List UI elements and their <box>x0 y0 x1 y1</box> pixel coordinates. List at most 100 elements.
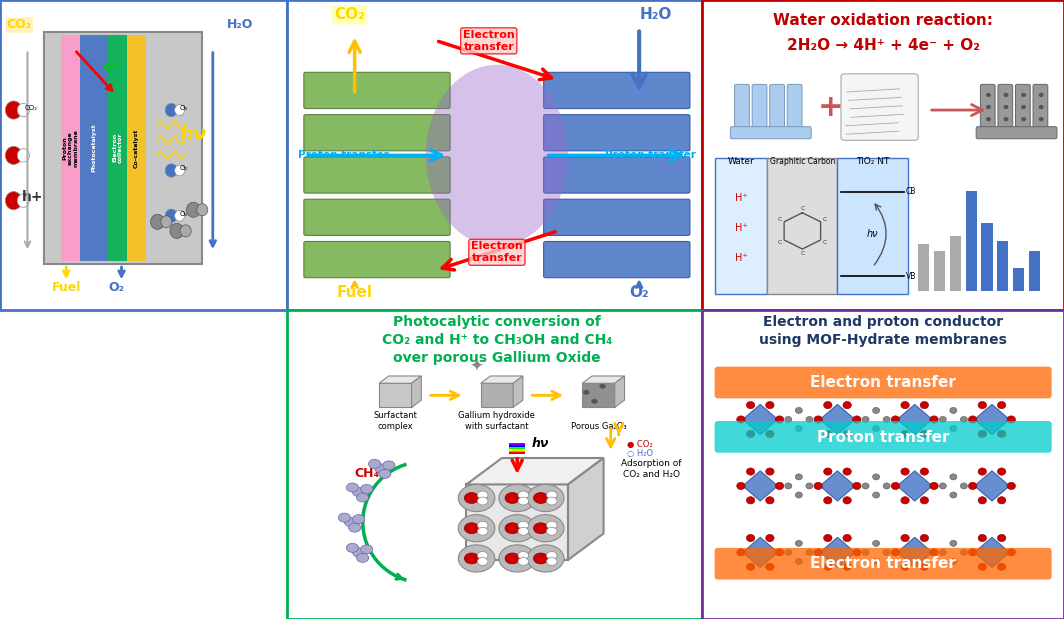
Circle shape <box>766 496 775 504</box>
Bar <box>934 251 945 292</box>
Text: hν: hν <box>867 229 879 239</box>
Circle shape <box>930 482 938 490</box>
Circle shape <box>872 474 880 480</box>
Circle shape <box>814 416 822 423</box>
Circle shape <box>883 417 891 423</box>
Circle shape <box>151 214 164 230</box>
Text: TiO₂ NT: TiO₂ NT <box>855 157 890 167</box>
Text: Graphitic Carbon: Graphitic Carbon <box>769 157 835 167</box>
Circle shape <box>950 492 957 498</box>
Circle shape <box>852 549 861 556</box>
Circle shape <box>892 416 900 423</box>
Circle shape <box>505 523 519 534</box>
Circle shape <box>736 482 745 490</box>
Circle shape <box>920 430 929 438</box>
Circle shape <box>795 407 802 413</box>
Text: C: C <box>822 240 828 245</box>
Bar <box>481 383 513 407</box>
Circle shape <box>547 527 558 535</box>
Circle shape <box>978 563 986 571</box>
Circle shape <box>499 514 535 542</box>
Text: Electron and proton conductor: Electron and proton conductor <box>763 315 1003 329</box>
Circle shape <box>746 402 754 409</box>
Bar <box>702 310 1064 619</box>
FancyBboxPatch shape <box>769 84 784 132</box>
Circle shape <box>843 468 851 475</box>
Circle shape <box>814 482 822 490</box>
FancyBboxPatch shape <box>841 74 918 141</box>
Text: VB: VB <box>905 272 916 280</box>
Circle shape <box>805 550 813 555</box>
FancyBboxPatch shape <box>752 84 767 132</box>
Bar <box>127 35 147 261</box>
Circle shape <box>785 483 792 489</box>
Circle shape <box>338 513 350 522</box>
Text: Water oxidation reaction:: Water oxidation reaction: <box>774 14 993 28</box>
Circle shape <box>349 523 361 532</box>
Circle shape <box>920 563 929 571</box>
Circle shape <box>968 549 977 556</box>
Circle shape <box>459 485 495 512</box>
Circle shape <box>165 164 178 177</box>
FancyBboxPatch shape <box>998 84 1013 132</box>
Circle shape <box>785 550 792 555</box>
Polygon shape <box>743 404 778 435</box>
Circle shape <box>901 534 910 542</box>
Circle shape <box>1003 117 1009 121</box>
Circle shape <box>930 549 938 556</box>
Bar <box>1029 251 1041 292</box>
FancyBboxPatch shape <box>304 241 450 278</box>
Circle shape <box>518 521 529 529</box>
FancyBboxPatch shape <box>544 241 689 278</box>
Text: Water: Water <box>728 157 754 167</box>
Circle shape <box>736 549 745 556</box>
Circle shape <box>892 482 900 490</box>
Circle shape <box>978 468 986 475</box>
Circle shape <box>824 402 832 409</box>
Bar <box>287 0 702 310</box>
Circle shape <box>872 540 880 547</box>
Circle shape <box>375 464 387 473</box>
Text: Co-catalyst: Co-catalyst <box>134 128 139 168</box>
Text: e⁻: e⁻ <box>102 61 117 74</box>
FancyBboxPatch shape <box>44 32 202 264</box>
Circle shape <box>746 534 754 542</box>
Polygon shape <box>897 471 932 501</box>
Circle shape <box>805 483 813 489</box>
Circle shape <box>746 430 754 438</box>
Circle shape <box>892 549 900 556</box>
Circle shape <box>997 402 1005 409</box>
Circle shape <box>785 417 792 423</box>
Text: O₂: O₂ <box>180 165 188 171</box>
Text: Electron
transfer: Electron transfer <box>471 241 522 263</box>
Bar <box>509 452 526 454</box>
Text: H⁺: H⁺ <box>734 193 747 202</box>
Text: Gallium hydroxide
with surfactant: Gallium hydroxide with surfactant <box>459 411 535 431</box>
Polygon shape <box>582 376 625 383</box>
Bar <box>837 158 908 294</box>
Text: 2H₂O → 4H⁺ + 4e⁻ + O₂: 2H₂O → 4H⁺ + 4e⁻ + O₂ <box>786 38 980 53</box>
Text: using MOF-Hydrate membranes: using MOF-Hydrate membranes <box>760 333 1007 347</box>
Circle shape <box>352 488 365 496</box>
Circle shape <box>950 407 957 413</box>
Circle shape <box>528 514 564 542</box>
Circle shape <box>518 491 529 499</box>
Bar <box>0 0 287 310</box>
Circle shape <box>1007 416 1015 423</box>
Circle shape <box>824 563 832 571</box>
Circle shape <box>499 485 535 512</box>
Circle shape <box>824 468 832 475</box>
Text: h+: h+ <box>22 189 44 204</box>
Circle shape <box>174 210 184 221</box>
Circle shape <box>843 430 851 438</box>
Bar <box>61 35 80 261</box>
Circle shape <box>950 474 957 480</box>
Bar <box>509 450 526 452</box>
Circle shape <box>5 192 22 210</box>
Polygon shape <box>897 404 932 435</box>
Bar <box>379 383 412 407</box>
Text: hν: hν <box>531 436 549 449</box>
Circle shape <box>795 425 802 431</box>
Circle shape <box>161 216 172 228</box>
Text: ○ H₂O: ○ H₂O <box>627 449 653 457</box>
